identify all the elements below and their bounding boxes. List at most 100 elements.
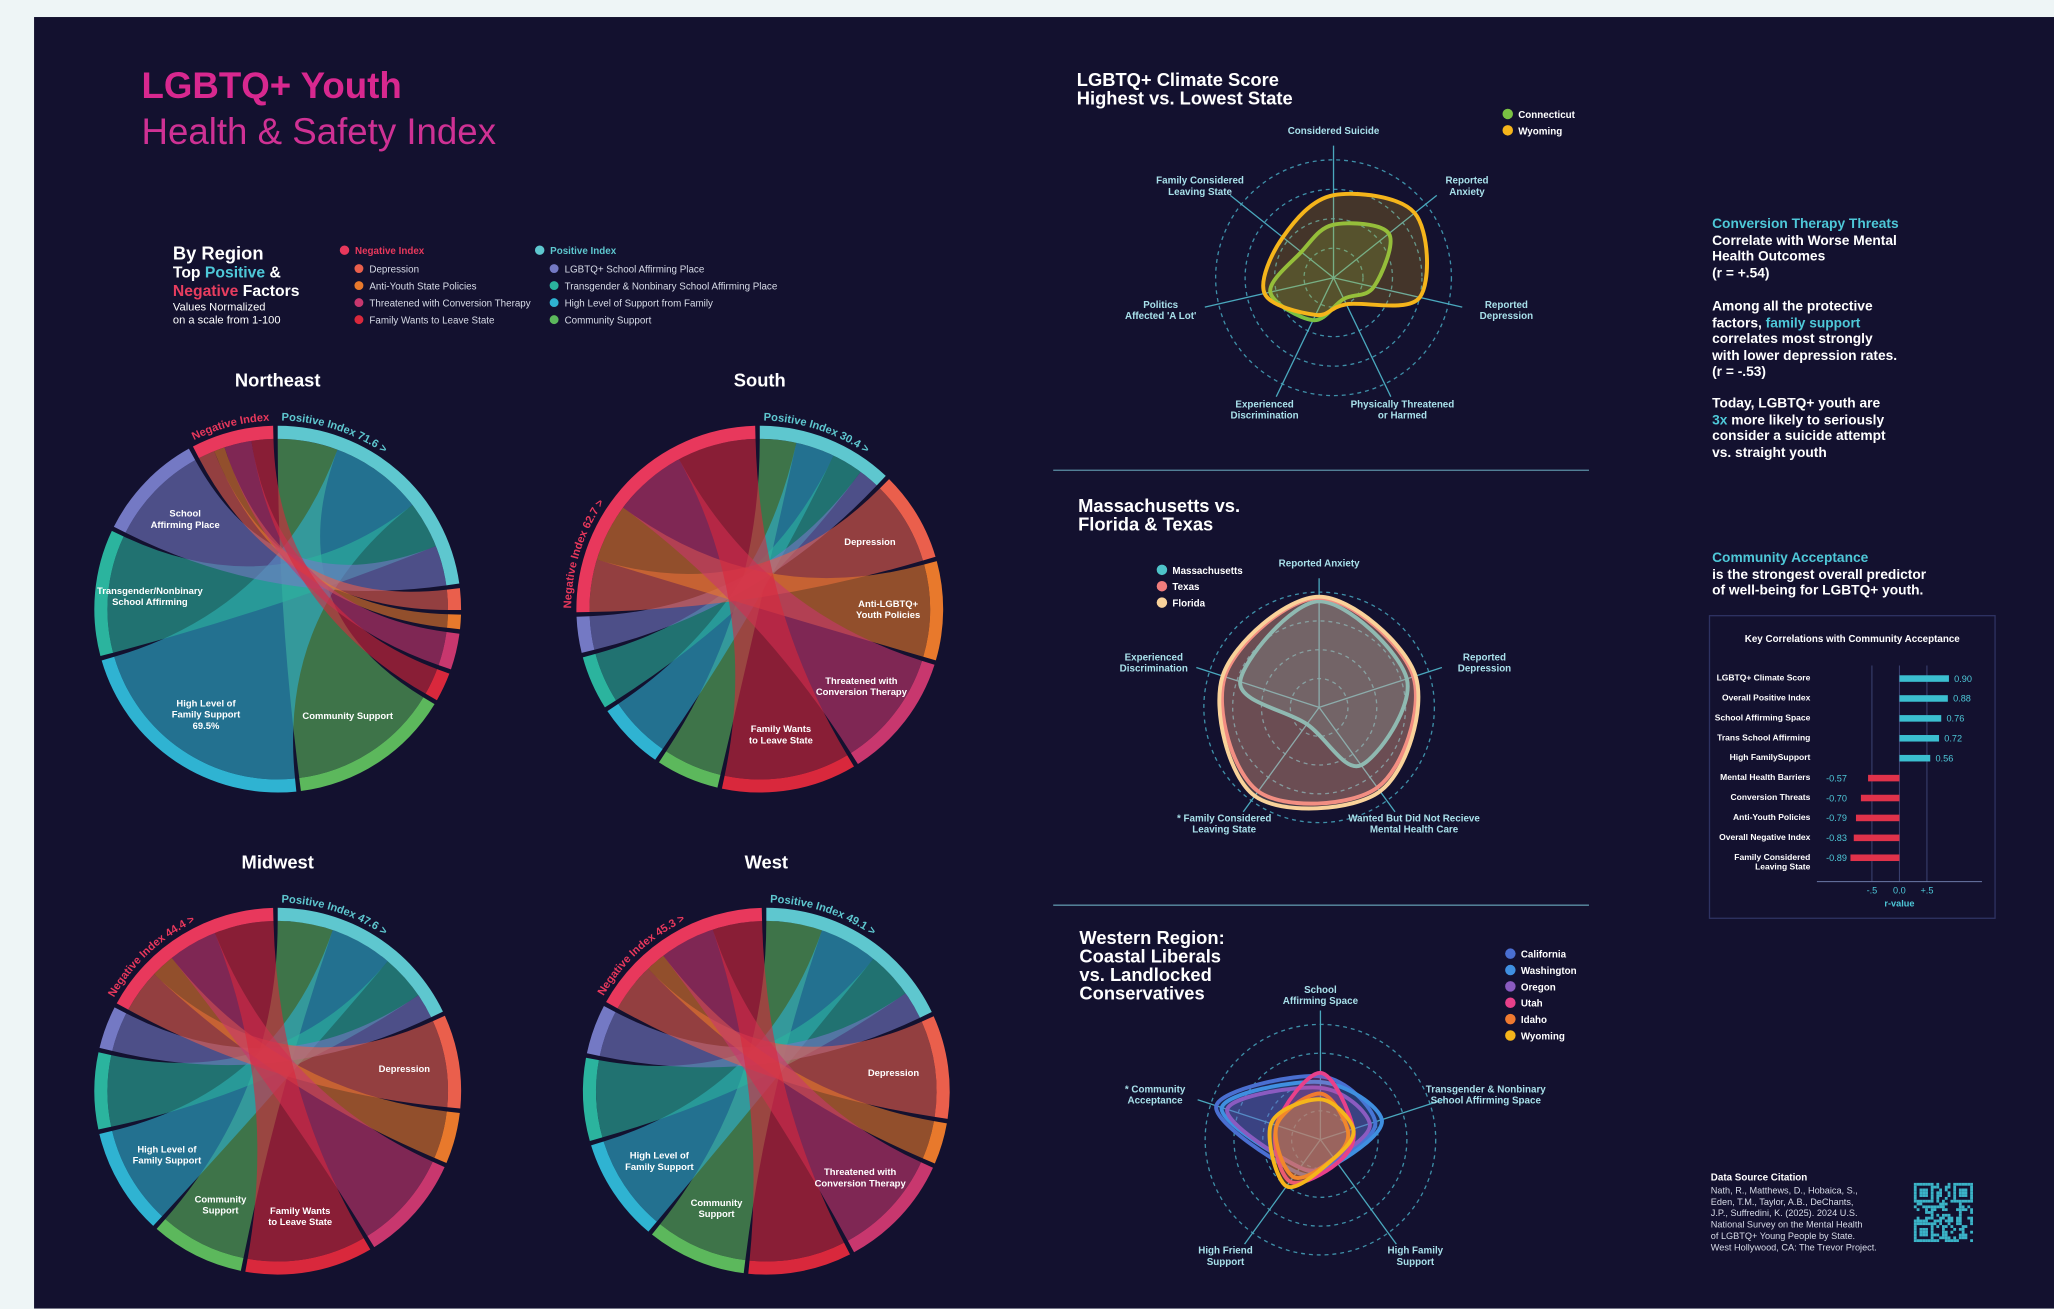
axis-label-line: Wanted But Did Not Recieve — [1348, 813, 1480, 824]
factor-label-line: Family Support — [625, 1161, 694, 1172]
qr-cell — [1913, 1233, 1917, 1237]
factor-label-line: Threatened with — [825, 675, 897, 686]
axis-label-line: Family Considered — [1156, 175, 1244, 186]
ribbon — [214, 920, 364, 1262]
qr-cell — [1953, 1236, 1957, 1240]
note-text: consider a suicide attempt — [1712, 428, 1886, 445]
qr-cell — [1913, 1219, 1917, 1223]
factor-arc — [748, 1242, 851, 1275]
qr-cell — [1933, 1233, 1937, 1237]
index-arc — [116, 907, 274, 1010]
value-label: -0.89 — [1826, 853, 1847, 863]
note-text: vs. straight youth — [1712, 444, 1827, 461]
qr-cell — [1970, 1239, 1973, 1243]
value-label: -0.79 — [1826, 813, 1847, 823]
legend-dot — [339, 245, 350, 255]
factor-label: Depression — [379, 1064, 431, 1075]
scale-note: on a scale from 1-100 — [173, 315, 281, 327]
ribbon — [154, 957, 447, 1158]
factor-arc — [99, 1130, 163, 1226]
qr-cell — [1958, 1194, 1962, 1197]
axis-label-line: High Friend — [1198, 1245, 1253, 1256]
factor-label-line: Support — [202, 1205, 239, 1216]
axis-label-line: Reported — [1463, 652, 1506, 663]
qr-cell — [1936, 1205, 1940, 1209]
axis-label: Physically Threatened or Harmed — [1351, 399, 1455, 421]
ribbon — [712, 920, 845, 1262]
ribbon — [198, 451, 449, 610]
qr-cell — [1970, 1211, 1973, 1214]
ribbon — [617, 968, 937, 1117]
legend-dot — [1156, 580, 1168, 592]
qr-cell — [1958, 1216, 1962, 1220]
note-line: 3x more likely to seriously — [1712, 412, 1935, 428]
legend-label: Family Wants to Leave State — [369, 316, 495, 327]
qr-cell — [1964, 1233, 1968, 1237]
qr-cell — [1936, 1191, 1940, 1195]
qr-cell — [1919, 1227, 1923, 1231]
factor-label-line: Community — [691, 1197, 744, 1208]
qr-cell — [1950, 1219, 1954, 1223]
chart-title: LGBTQ+ Climate Score Highest vs. Lowest S… — [1077, 69, 1293, 108]
factor-label-line: Family Wants — [270, 1206, 330, 1217]
qr-cell — [1961, 1227, 1965, 1231]
axis-label-line: Reported Anxiety — [1279, 558, 1360, 569]
spoke — [1333, 194, 1438, 279]
note-line: Among all the protective — [1712, 299, 1935, 315]
qr-cell — [1913, 1227, 1917, 1231]
spoke — [1318, 706, 1396, 813]
qr-cell — [1956, 1208, 1959, 1212]
note-line: (r = +.54) — [1712, 265, 1935, 281]
qr-cell — [1947, 1182, 1951, 1186]
qr-cell — [1916, 1216, 1920, 1220]
note: Conversion Therapy Threats Correlate with… — [1712, 216, 1935, 281]
qr-cell — [1925, 1199, 1928, 1203]
qr-cell — [1922, 1194, 1926, 1197]
qr-cell — [1927, 1216, 1931, 1220]
note-line: correlates most strongly — [1712, 331, 1935, 347]
qr-cell — [1967, 1216, 1971, 1220]
qr-cell — [1953, 1182, 1957, 1186]
qr-cell — [1939, 1219, 1943, 1223]
note-line: of well-being for LGBTQ+ youth. — [1712, 583, 1935, 599]
factor-label-line: Depression — [379, 1064, 431, 1075]
legend-label: Positive Index — [550, 246, 617, 257]
qr-cell — [1958, 1199, 1962, 1203]
qr-cell — [1936, 1219, 1940, 1223]
qr-cell — [1939, 1216, 1943, 1220]
factor-label-line: Support — [698, 1209, 735, 1220]
factor-label: Family Wants to Leave State — [749, 724, 813, 746]
qr-cell — [1930, 1213, 1934, 1217]
qr-cell — [1922, 1191, 1926, 1195]
subheading-run: Positive — [205, 265, 265, 282]
qr-cell — [1967, 1182, 1971, 1186]
axis-label-line: Experienced — [1125, 652, 1183, 663]
y-tick-label: Conversion Threats — [1731, 792, 1811, 802]
qr-cell — [1950, 1239, 1954, 1243]
qr-cell — [1947, 1213, 1951, 1217]
factor-label-line: Community — [195, 1194, 248, 1205]
qr-cell — [1930, 1227, 1934, 1231]
ribbon — [125, 460, 447, 592]
qr-cell — [1913, 1185, 1917, 1189]
legend-dot — [549, 264, 559, 273]
qr-cell — [1947, 1194, 1951, 1197]
spoke — [1244, 1139, 1321, 1245]
y-tick-label-line: LGBTQ+ Climate Score — [1717, 673, 1811, 683]
factor-label: Depression — [868, 1067, 920, 1078]
qr-cell — [1913, 1182, 1917, 1186]
bar — [1899, 715, 1942, 722]
axis-label-line: Experienced — [1235, 399, 1293, 410]
factor-arc — [438, 632, 460, 670]
qr-cell — [1936, 1225, 1940, 1228]
qr-cell — [1919, 1191, 1923, 1195]
qr-cell — [1942, 1205, 1945, 1209]
qr-cell — [1970, 1222, 1973, 1226]
factor-arc — [607, 703, 663, 760]
qr-cell — [1913, 1239, 1917, 1243]
axis-label-line: Transgender & Nonbinary — [1426, 1084, 1546, 1095]
factor-arc — [367, 1161, 445, 1248]
qr-cell — [1942, 1202, 1945, 1206]
qr-cell — [1933, 1185, 1937, 1189]
axis-label: Experienced Discrimination — [1120, 652, 1188, 674]
